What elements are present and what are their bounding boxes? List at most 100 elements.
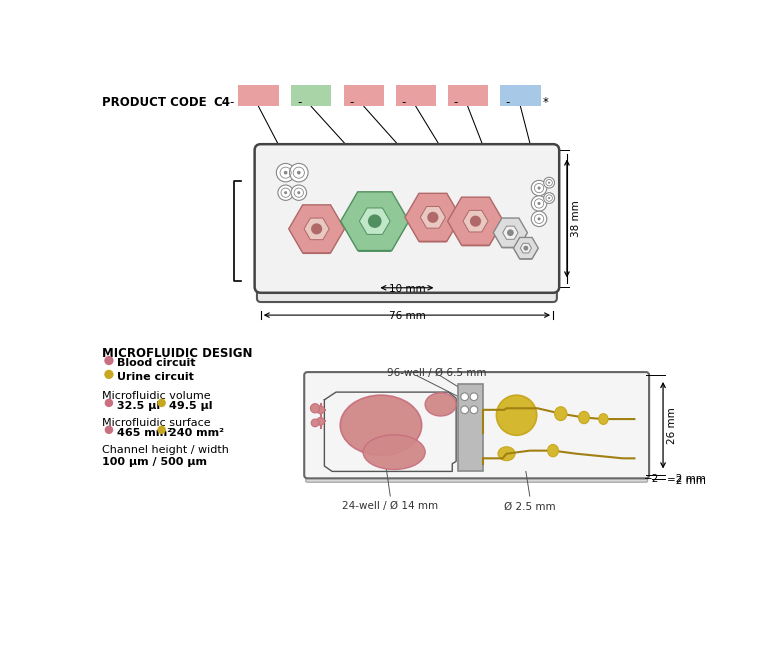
Circle shape <box>310 403 319 413</box>
Circle shape <box>104 370 113 379</box>
Text: 100 μm / 500 μm: 100 μm / 500 μm <box>102 457 207 467</box>
Circle shape <box>291 185 306 200</box>
Text: 24-well / Ø 14 mm: 24-well / Ø 14 mm <box>342 501 438 512</box>
Circle shape <box>470 406 478 414</box>
Circle shape <box>544 193 555 203</box>
Polygon shape <box>493 218 528 247</box>
Polygon shape <box>304 218 329 239</box>
Polygon shape <box>342 195 408 251</box>
FancyBboxPatch shape <box>396 85 436 106</box>
Circle shape <box>470 393 478 401</box>
Polygon shape <box>447 197 503 245</box>
FancyBboxPatch shape <box>291 85 332 106</box>
Polygon shape <box>421 207 446 228</box>
Circle shape <box>311 419 319 427</box>
Circle shape <box>507 230 514 236</box>
Circle shape <box>544 177 555 188</box>
Circle shape <box>470 216 481 227</box>
Text: Microfluidic volume: Microfluidic volume <box>102 392 211 401</box>
Circle shape <box>316 417 324 425</box>
Text: 76 mm: 76 mm <box>388 311 425 321</box>
Ellipse shape <box>496 395 537 435</box>
Ellipse shape <box>544 198 555 201</box>
Polygon shape <box>359 208 390 234</box>
Circle shape <box>523 245 529 251</box>
Polygon shape <box>290 208 343 253</box>
FancyBboxPatch shape <box>257 274 557 302</box>
Text: -: - <box>297 96 302 109</box>
Circle shape <box>290 163 308 182</box>
Polygon shape <box>514 239 538 259</box>
Polygon shape <box>405 194 461 241</box>
Ellipse shape <box>290 173 308 177</box>
Ellipse shape <box>277 173 295 177</box>
Text: 465 mm²: 465 mm² <box>116 428 172 438</box>
Circle shape <box>316 406 324 414</box>
Polygon shape <box>449 200 502 246</box>
FancyBboxPatch shape <box>458 384 483 472</box>
FancyBboxPatch shape <box>344 85 384 106</box>
Text: 10 mm: 10 mm <box>388 284 425 294</box>
Text: PRODUCT CODE: PRODUCT CODE <box>102 96 207 109</box>
Text: C4: C4 <box>214 96 231 109</box>
Text: Microfluidic surface: Microfluidic surface <box>102 419 211 428</box>
Text: MICROFLUIDIC DESIGN: MICROFLUIDIC DESIGN <box>102 346 253 359</box>
Text: Blood circuit: Blood circuit <box>117 358 196 368</box>
Text: 26 mm: 26 mm <box>667 407 677 443</box>
Text: Channel height / width: Channel height / width <box>102 445 229 455</box>
Circle shape <box>427 212 438 223</box>
Polygon shape <box>463 211 488 232</box>
Circle shape <box>297 171 301 174</box>
FancyBboxPatch shape <box>238 85 279 106</box>
Ellipse shape <box>291 193 306 197</box>
Text: Urine circuit: Urine circuit <box>117 372 195 382</box>
Circle shape <box>538 186 541 190</box>
Ellipse shape <box>532 188 547 192</box>
Circle shape <box>532 211 547 226</box>
Text: -: - <box>453 96 457 109</box>
FancyBboxPatch shape <box>254 144 559 293</box>
Circle shape <box>105 399 113 407</box>
Ellipse shape <box>599 414 608 424</box>
Polygon shape <box>520 243 532 253</box>
FancyBboxPatch shape <box>306 474 647 482</box>
Circle shape <box>311 223 322 234</box>
Circle shape <box>548 197 550 199</box>
Polygon shape <box>494 220 526 248</box>
Ellipse shape <box>578 411 589 424</box>
Circle shape <box>284 191 287 194</box>
Ellipse shape <box>340 395 421 455</box>
Text: Ø 2.5 mm: Ø 2.5 mm <box>504 501 555 512</box>
Ellipse shape <box>548 445 558 457</box>
Text: 32.5 μl: 32.5 μl <box>116 401 160 411</box>
Ellipse shape <box>532 203 547 207</box>
Circle shape <box>297 191 300 194</box>
Text: 240 mm²: 240 mm² <box>169 428 224 438</box>
Text: 38 mm: 38 mm <box>571 200 581 237</box>
Polygon shape <box>289 205 345 253</box>
Ellipse shape <box>544 183 555 186</box>
Circle shape <box>104 356 113 365</box>
FancyBboxPatch shape <box>447 85 488 106</box>
Text: 96-well / Ø 6.5 mm: 96-well / Ø 6.5 mm <box>387 368 486 379</box>
Circle shape <box>278 185 293 200</box>
Ellipse shape <box>532 218 547 222</box>
Text: -: - <box>230 96 234 109</box>
Text: −2 mm: −2 mm <box>667 476 705 485</box>
Circle shape <box>368 215 381 228</box>
FancyBboxPatch shape <box>304 372 649 478</box>
Ellipse shape <box>278 193 293 197</box>
Circle shape <box>532 195 547 211</box>
Ellipse shape <box>363 435 425 470</box>
Polygon shape <box>407 196 460 242</box>
Text: −2 mm: −2 mm <box>667 474 705 484</box>
Text: -: - <box>349 96 354 109</box>
Circle shape <box>548 182 550 184</box>
Polygon shape <box>513 237 538 258</box>
Circle shape <box>461 406 469 414</box>
Text: -: - <box>401 96 406 109</box>
Ellipse shape <box>425 393 456 416</box>
Circle shape <box>157 426 166 434</box>
Ellipse shape <box>498 447 515 461</box>
Circle shape <box>283 171 287 174</box>
